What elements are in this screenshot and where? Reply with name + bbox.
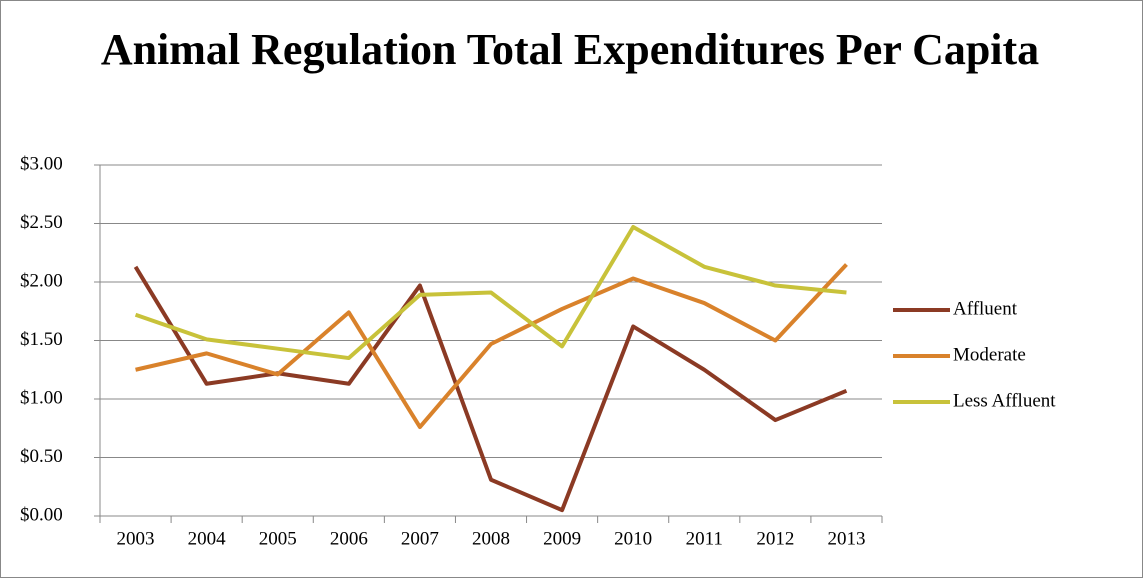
x-tick-label: 2004 — [188, 528, 227, 549]
x-tick-label: 2006 — [330, 528, 368, 549]
x-tick-label: 2005 — [259, 528, 297, 549]
x-tick-label: 2003 — [117, 528, 155, 549]
line-series — [134, 225, 847, 361]
y-tick-label: $0.00 — [20, 504, 63, 525]
y-tick-label: $2.50 — [20, 212, 63, 233]
y-tick-label: $3.00 — [20, 153, 63, 174]
x-tick-label: 2008 — [472, 528, 510, 549]
line-series — [135, 263, 848, 430]
legend-label: Affluent — [953, 298, 1018, 319]
x-tick-label: 2007 — [401, 528, 439, 549]
legend-label: Less Affluent — [953, 390, 1056, 411]
x-tick-label: 2011 — [686, 528, 723, 549]
x-tick-label: 2009 — [543, 528, 581, 549]
y-tick-label: $2.00 — [20, 270, 63, 291]
y-tick-label: $1.50 — [20, 329, 63, 350]
chart-title: Animal Regulation Total Expenditures Per… — [100, 25, 1040, 74]
legend-label: Moderate — [953, 344, 1026, 365]
x-tick-label: 2010 — [614, 528, 652, 549]
x-tick-label: 2012 — [756, 528, 794, 549]
y-tick-label: $1.00 — [20, 387, 63, 408]
y-tick-label: $0.50 — [20, 446, 63, 467]
line-series — [133, 265, 848, 513]
x-tick-label: 2013 — [827, 528, 865, 549]
